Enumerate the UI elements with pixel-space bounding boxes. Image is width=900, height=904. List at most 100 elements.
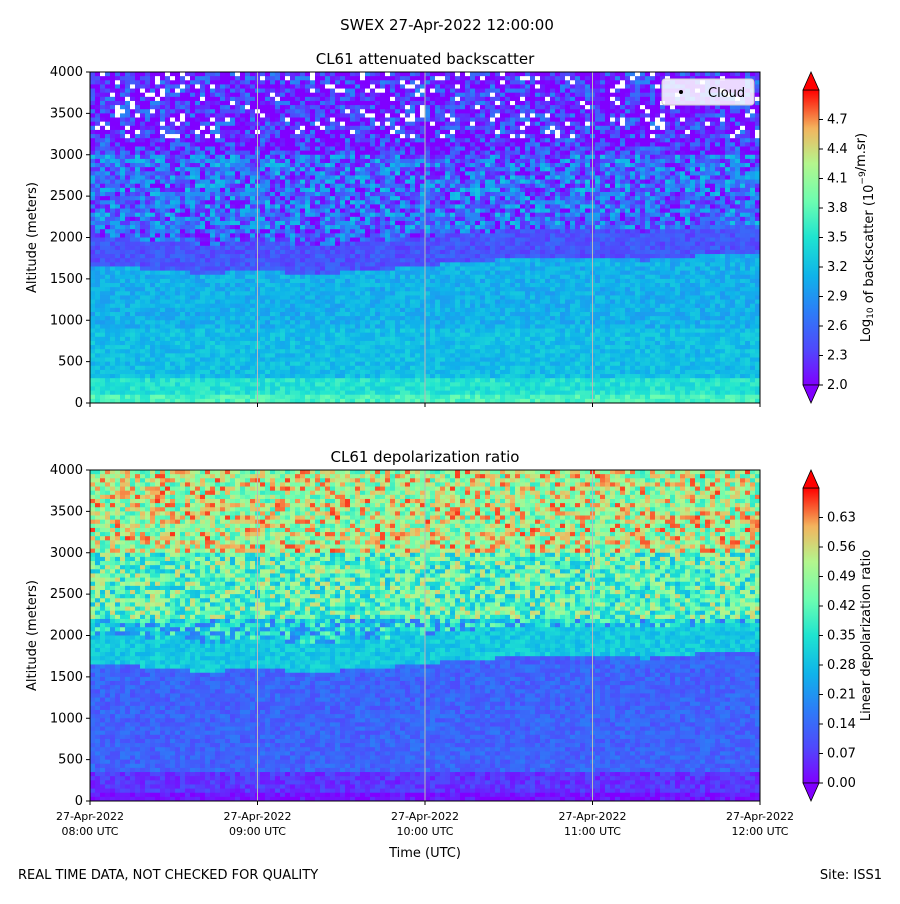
heatmap-cell — [170, 105, 176, 110]
heatmap-cell — [155, 241, 161, 247]
heatmap-cell — [390, 191, 396, 197]
heatmap-cell — [205, 349, 211, 354]
heatmap-cell — [325, 369, 331, 375]
heatmap-cell — [365, 245, 371, 251]
heatmap-cell — [240, 179, 246, 185]
heatmap-cell — [200, 365, 206, 371]
heatmap-cell — [370, 353, 376, 359]
heatmap-cell — [330, 92, 336, 98]
heatmap-cell — [110, 349, 116, 354]
heatmap-cell — [170, 229, 176, 234]
heatmap-cell — [145, 320, 151, 325]
heatmap-cell — [145, 357, 151, 363]
heatmap-cell — [375, 361, 381, 367]
heatmap-cell — [225, 258, 231, 263]
heatmap-cell — [375, 105, 381, 110]
heatmap-cell — [350, 374, 356, 379]
heatmap-cell — [240, 200, 246, 205]
heatmap-cell — [385, 208, 391, 214]
heatmap-cell — [290, 291, 296, 297]
heatmap-cell — [220, 357, 226, 363]
heatmap-cell — [380, 109, 386, 114]
heatmap-cell — [330, 76, 336, 81]
heatmap-cell — [250, 262, 256, 268]
heatmap-cell — [260, 109, 266, 114]
heatmap-cell — [140, 328, 146, 334]
heatmap-cell — [285, 374, 291, 379]
heatmap-cell — [280, 138, 286, 143]
heatmap-cell — [290, 274, 296, 280]
heatmap-cell — [185, 212, 191, 218]
heatmap-cell — [290, 80, 296, 86]
heatmap-cell — [365, 216, 371, 222]
heatmap-cell — [330, 353, 336, 359]
heatmap-cell — [160, 88, 166, 94]
heatmap-cell — [375, 382, 381, 388]
heatmap-cell — [390, 171, 396, 177]
heatmap-cell — [100, 307, 106, 313]
heatmap-cell — [215, 76, 221, 81]
heatmap-cell — [210, 386, 216, 392]
heatmap-cell — [155, 84, 161, 90]
heatmap-cell — [165, 80, 171, 86]
heatmap-cell — [275, 84, 281, 90]
heatmap-cell — [240, 150, 246, 156]
heatmap-cell — [305, 150, 311, 156]
heatmap-cell — [215, 154, 221, 160]
heatmap-cell — [260, 361, 266, 367]
heatmap-cell — [220, 266, 226, 272]
heatmap-cell — [370, 175, 376, 181]
heatmap-cell — [400, 80, 406, 86]
heatmap-cell — [305, 204, 311, 210]
heatmap-cell — [285, 361, 291, 367]
heatmap-cell — [150, 88, 156, 94]
heatmap-cell — [310, 361, 316, 367]
heatmap-cell — [265, 138, 271, 143]
heatmap-cell — [140, 109, 146, 114]
heatmap-cell — [185, 353, 191, 359]
heatmap-cell — [350, 386, 356, 392]
heatmap-cell — [400, 129, 406, 135]
heatmap-cell — [220, 138, 226, 143]
heatmap-cell — [195, 345, 201, 350]
heatmap-cell — [200, 369, 206, 375]
heatmap-cell — [120, 345, 126, 350]
heatmap-cell — [200, 249, 206, 255]
heatmap-cell — [210, 76, 216, 81]
heatmap-cell — [250, 80, 256, 86]
heatmap-cell — [340, 336, 346, 342]
heatmap-cell — [265, 225, 271, 230]
heatmap-cell — [275, 345, 281, 350]
heatmap-cell — [115, 134, 121, 139]
heatmap-cell — [200, 105, 206, 110]
heatmap-cell — [315, 374, 321, 379]
heatmap-cell — [145, 146, 151, 152]
heatmap-cell — [120, 324, 126, 330]
heatmap-cell — [265, 220, 271, 226]
heatmap-cell — [160, 237, 166, 243]
heatmap-cell — [370, 76, 376, 81]
heatmap-cell — [320, 353, 326, 359]
heatmap-cell — [350, 167, 356, 172]
heatmap-cell — [140, 394, 146, 400]
heatmap-cell — [160, 266, 166, 272]
heatmap-cell — [180, 212, 186, 218]
heatmap-cell — [95, 378, 101, 383]
heatmap-cell — [260, 129, 266, 135]
heatmap-cell — [205, 237, 211, 243]
heatmap-cell — [305, 245, 311, 251]
heatmap-cell — [290, 163, 296, 168]
heatmap-cell — [265, 398, 271, 403]
heatmap-cell — [115, 241, 121, 247]
heatmap-cell — [330, 191, 336, 197]
heatmap-cell — [135, 125, 141, 131]
heatmap-cell — [350, 262, 356, 268]
heatmap-cell — [275, 361, 281, 367]
heatmap-cell — [210, 320, 216, 325]
heatmap-cell — [195, 84, 201, 90]
heatmap-cell — [340, 154, 346, 160]
heatmap-cell — [150, 171, 156, 177]
heatmap-cell — [165, 229, 171, 234]
heatmap-cell — [280, 266, 286, 272]
heatmap-cell — [330, 72, 336, 77]
